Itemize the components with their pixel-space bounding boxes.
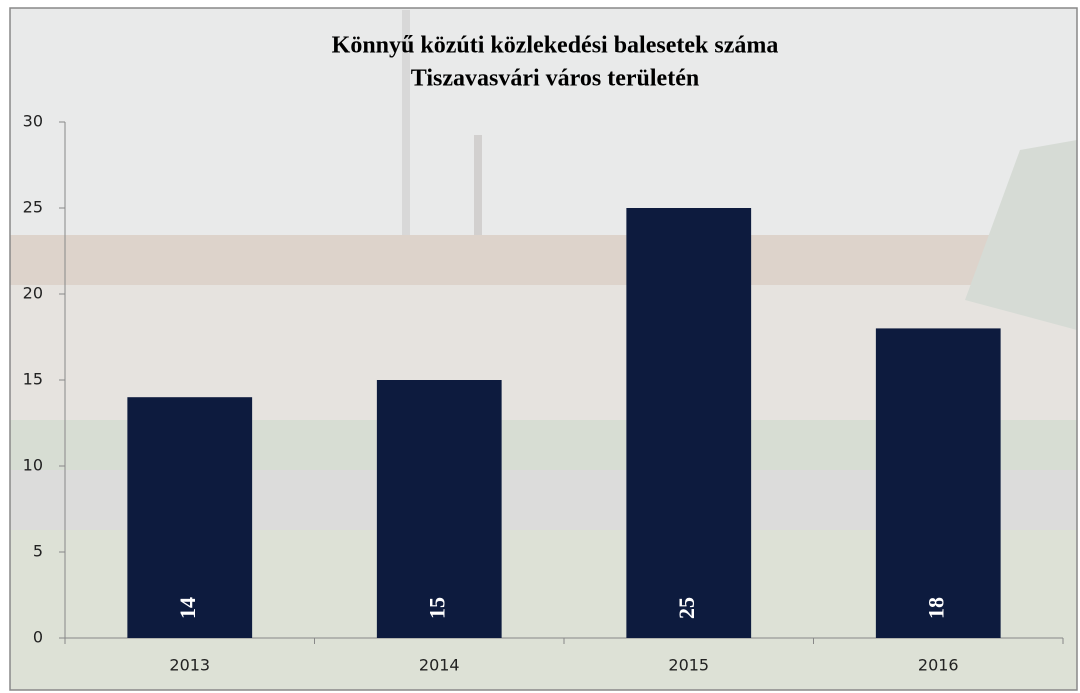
x-tick-label: 2015 xyxy=(668,656,709,675)
y-tick-label: 10 xyxy=(23,456,43,475)
value-label: 25 xyxy=(674,597,699,619)
y-tick-label: 20 xyxy=(23,284,43,303)
x-tick-label: 2014 xyxy=(419,656,460,675)
y-tick-label: 25 xyxy=(23,198,43,217)
x-tick-label: 2013 xyxy=(169,656,210,675)
x-tick-label: 2016 xyxy=(918,656,959,675)
value-label: 18 xyxy=(923,597,948,619)
chart: Könnyű közúti közlekedési balesetek szám… xyxy=(0,0,1080,693)
bar xyxy=(626,208,751,638)
pole xyxy=(474,135,482,235)
y-tick-label: 5 xyxy=(33,542,43,561)
y-tick-label: 30 xyxy=(23,112,43,131)
bar xyxy=(876,328,1001,638)
value-label: 15 xyxy=(424,597,449,619)
chart-title: Könnyű közúti közlekedési balesetek szám… xyxy=(332,33,779,59)
roof xyxy=(10,235,1077,285)
y-tick-label: 15 xyxy=(23,370,43,389)
y-tick-label: 0 xyxy=(33,628,43,647)
chart-title: Tiszavasvári város területén xyxy=(411,66,699,92)
value-label: 14 xyxy=(175,597,200,619)
